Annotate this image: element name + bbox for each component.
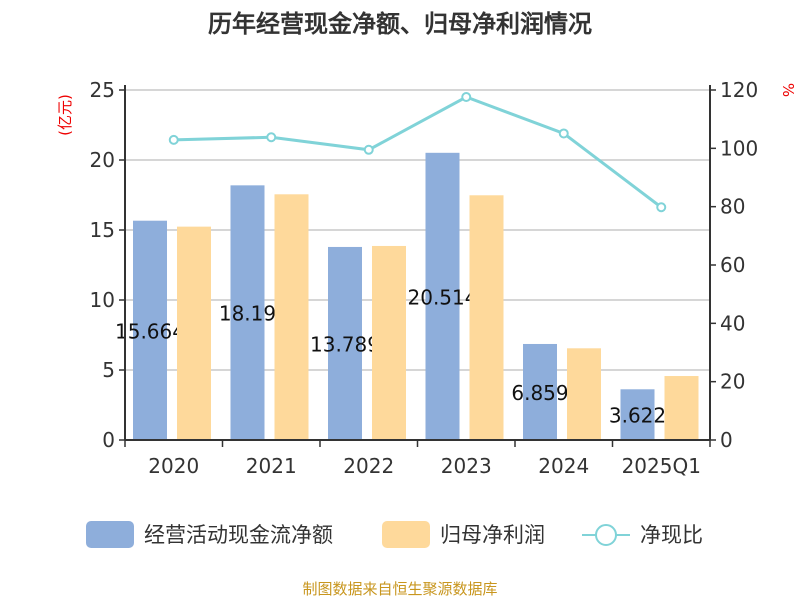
legend-item-net-profit: 归母净利润 (382, 521, 545, 548)
y-tick-label: 20 (90, 148, 115, 172)
bar-cash-flow (230, 185, 265, 440)
y2-tick-label: 80 (720, 195, 745, 219)
x-tick-label: 2023 (441, 454, 492, 478)
bar-cash-flow (523, 343, 557, 440)
point-cash-ratio (363, 144, 374, 155)
y2-tick-label: 40 (720, 311, 745, 335)
data-label-cash-flow: 6.859 (511, 381, 568, 405)
legend-item-cash-flow: 经营活动现金流净额 (86, 521, 333, 548)
bar-cash-flow (133, 220, 167, 440)
bar-net-profit (567, 348, 601, 440)
bar-cash-flow (620, 389, 655, 440)
legend-swatch (382, 521, 430, 548)
source-note: 制图数据来自恒生聚源数据库 (302, 580, 497, 598)
legend-swatch (86, 521, 134, 548)
legend-label: 经营活动现金流净额 (144, 523, 333, 547)
y2-tick-label: 60 (720, 253, 745, 277)
y2-tick-label: 20 (720, 370, 745, 394)
legend-item-cash-ratio: 净现比 (582, 523, 703, 547)
y-tick-label: 25 (90, 78, 115, 102)
y-tick-label: 10 (90, 288, 115, 312)
point-cash-ratio (168, 134, 179, 145)
x-tick-label: 2024 (538, 454, 589, 478)
x-tick-label: 2021 (246, 454, 297, 478)
chart-title: 历年经营现金净额、归母净利润情况 (208, 10, 592, 38)
bar-cash-flow (328, 246, 362, 440)
data-label-cash-flow: 15.664 (115, 319, 185, 343)
data-label-cash-flow: 13.789 (310, 332, 380, 356)
point-cash-ratio (558, 128, 569, 139)
x-tick-label: 2020 (148, 454, 199, 478)
point-cash-ratio (461, 92, 472, 102)
y2-tick-label: 100 (720, 136, 758, 160)
bar-net-profit (469, 195, 504, 440)
point-cash-ratio (656, 202, 667, 213)
legend-label: 净现比 (640, 523, 703, 547)
y-tick-label: 15 (90, 218, 115, 242)
data-label-cash-flow: 18.19 (219, 302, 276, 326)
x-tick-label: 2025Q1 (622, 454, 701, 478)
bar-net-profit (177, 226, 211, 440)
bar-cash-flow (425, 152, 460, 440)
y2-tick-label: 120 (720, 78, 758, 102)
y-tick-label: 0 (102, 428, 115, 452)
bar-net-profit (274, 194, 309, 440)
legend-marker (595, 524, 617, 546)
bar-net-profit (664, 376, 699, 440)
data-label-cash-flow: 20.514 (408, 285, 478, 309)
y2-tick-label: 0 (720, 428, 733, 452)
y-axis-label: (亿元) (56, 94, 74, 136)
y2-axis-label: % (779, 83, 797, 97)
line-cash-ratio (173, 95, 663, 209)
bar-net-profit (372, 245, 406, 440)
legend-label: 归母净利润 (440, 523, 545, 547)
y-tick-label: 5 (102, 358, 115, 382)
data-label-cash-flow: 3.622 (609, 404, 666, 428)
x-tick-label: 2022 (343, 454, 394, 478)
point-cash-ratio (266, 132, 277, 143)
